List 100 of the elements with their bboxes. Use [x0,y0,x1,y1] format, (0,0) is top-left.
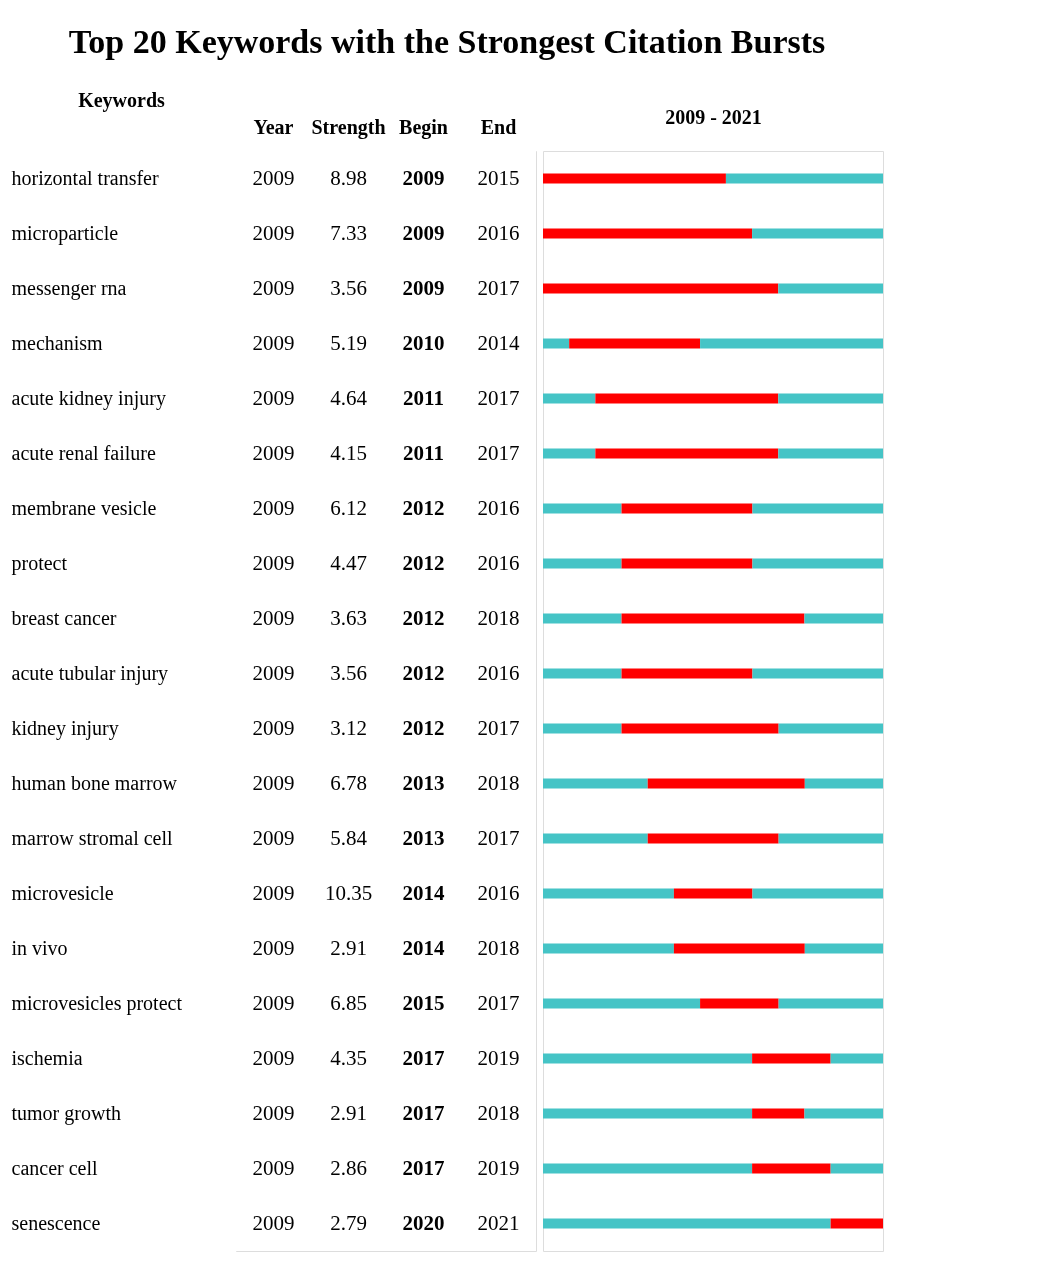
bar [673,888,753,899]
x-tick-label: End [480,115,517,138]
data-label: 10.35 [324,880,373,905]
data-label: 2019 [477,1045,520,1070]
data-label: 2.91 [330,935,367,960]
data-label: 2009 [252,550,295,575]
bar [752,1163,831,1174]
x-tick-label: Strength [311,115,386,139]
bar [569,338,701,349]
data-label: 2018 [477,605,520,630]
data-label: 2009 [252,880,295,905]
data-label: 2009 [252,440,295,465]
data-label: 2021 [477,1210,520,1235]
bar [804,613,883,624]
data-label: 4.47 [330,550,367,575]
data-label: 2013 [402,770,445,795]
data-label: 2009 [252,220,295,245]
bar [647,778,805,789]
y-tick-label: kidney injury [11,716,119,740]
data-label: 2009 [252,330,295,355]
bar [621,723,779,734]
x-tick-label: Year [253,115,294,138]
data-label: 2017 [477,825,520,850]
data-label: 4.64 [330,385,368,410]
data-label: 2009 [252,165,295,190]
bar [543,998,701,1009]
bar [621,503,753,514]
bar [752,888,883,899]
data-label: 2018 [477,1100,520,1125]
bar [830,1218,883,1229]
data-label: 2.79 [330,1210,367,1235]
data-label: 2009 [402,165,445,190]
data-label: 2010 [402,330,445,355]
data-label: 2009 [402,220,445,245]
data-label: 2015 [402,990,445,1015]
bar [543,448,596,459]
data-label: 2009 [252,935,295,960]
data-label: 2018 [477,770,520,795]
bar [673,943,805,954]
data-label: 6.12 [330,495,367,520]
bar [752,558,883,569]
data-label: 2017 [477,275,520,300]
data-label: 3.12 [330,715,367,740]
data-label: 2016 [477,220,520,245]
y-tick-label: microparticle [11,221,119,245]
bar [543,503,622,514]
data-label: 2017 [477,990,520,1015]
data-label: 2.91 [330,1100,367,1125]
y-tick-label: ischemia [11,1046,83,1069]
data-label: 3.56 [330,660,367,685]
bar [830,1163,883,1174]
bar [778,998,883,1009]
bar [725,173,883,184]
bar [804,778,883,789]
bar [543,723,622,734]
bar [752,228,883,239]
bar [543,833,648,844]
chart-title: Top 20 Keywords with the Strongest Citation Bursts [68,22,826,60]
data-label: 2011 [403,440,444,465]
data-label: 3.63 [330,605,367,630]
bar [543,1053,753,1064]
data-label: 2015 [477,165,520,190]
bar [778,833,883,844]
bar [543,1218,831,1229]
bar [830,1053,883,1064]
y-tick-label: marrow stromal cell [11,826,173,849]
y-tick-label: acute renal failure [11,441,156,464]
y-tick-label: messenger rna [11,276,127,300]
y-tick-label: membrane vesicle [11,496,157,519]
bar [804,1108,883,1119]
bar [543,283,779,294]
bar [621,668,753,679]
bar [543,668,622,679]
data-label: 2012 [402,605,445,630]
y-axis-title: Keywords [78,88,166,112]
y-tick-label: senescence [11,1211,101,1234]
bar [543,613,622,624]
y-tick-label: protect [11,551,68,575]
y-tick-label: microvesicle [11,881,114,904]
bar [543,943,674,954]
bar [752,503,883,514]
data-label: 2016 [477,880,520,905]
y-tick-label: human bone marrow [11,771,178,794]
data-label: 2009 [252,275,295,300]
bar [752,1108,805,1119]
data-label: 2009 [252,1210,295,1235]
bar [700,998,779,1009]
data-label: 2.86 [330,1155,367,1180]
x-axis-title: 2009 - 2021 [665,105,762,128]
bar [621,558,753,569]
y-tick-label: in vivo [11,936,68,959]
bar [778,283,883,294]
y-tick-label: breast cancer [11,606,117,629]
data-label: 2009 [252,605,295,630]
data-label: 2017 [402,1045,445,1070]
data-label: 2009 [252,1045,295,1070]
y-tick-label: acute kidney injury [11,386,166,410]
data-label: 2019 [477,1155,520,1180]
bar [700,338,883,349]
data-label: 2012 [402,550,445,575]
